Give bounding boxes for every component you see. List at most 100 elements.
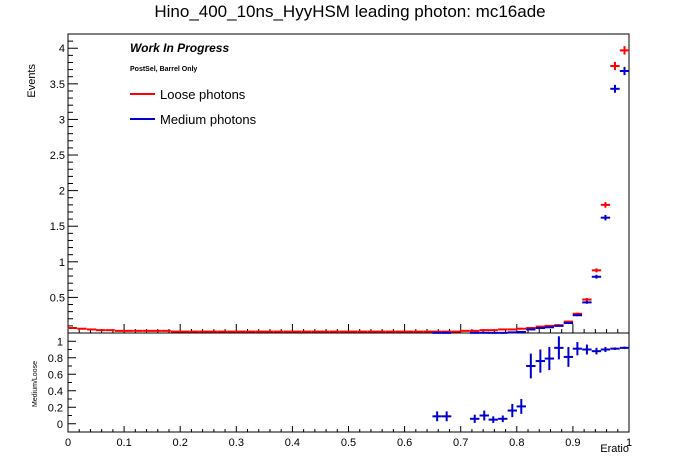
loose-point [600,201,611,208]
ratio-axis-label: Medium/Loose [32,361,39,407]
ratio-axis-ticks: 0 0.2 0.4 0.6 0.8 1 [48,332,76,431]
ratio-point [563,347,574,367]
x-tick-label: 0.2 [173,437,188,449]
legend-label-loose: Loose photons [160,87,246,102]
loose-point [105,329,115,332]
loose-point [385,330,396,333]
series-loose-photons [67,46,630,333]
ratio-point [544,347,555,371]
medium-point [563,322,574,325]
loose-point [329,330,340,333]
ratio-point [432,411,442,422]
selection-annotation: PostSel, Barrel Only [130,66,197,73]
x-tick-label: 0.7 [453,437,468,449]
y-tick-label: 4 [59,43,65,55]
loose-point [423,330,433,333]
loose-point [180,330,190,333]
medium-point [582,300,592,304]
loose-point [86,328,97,331]
y-tick-label: 0.5 [50,292,65,304]
loose-point [114,329,125,332]
ratio-point [479,410,489,421]
x-tick-label: 1 [626,437,632,449]
loose-point [283,330,293,333]
ratio-tick-label: 0.8 [48,353,63,365]
medium-point [516,331,526,334]
loose-point [255,330,265,333]
x-tick-label: 0.3 [229,437,244,449]
x-tick-label: 0.4 [285,437,300,449]
ratio-point [600,347,611,352]
loose-point [67,327,78,330]
loose-point [376,330,386,333]
x-tick-label: 0.5 [341,437,356,449]
x-axis-label: Eratio [600,443,629,455]
loose-point [498,328,508,331]
loose-point [77,327,87,330]
loose-point [460,329,470,332]
ratio-point [554,336,564,360]
medium-point [591,274,602,279]
chart-title: Hino_400_10ns_HyyHSM leading photon: mc1… [154,2,545,21]
ratio-tick-label: 0.6 [48,369,63,381]
loose-point [488,329,498,332]
loose-point [526,327,536,330]
x-tick-label: 0 [65,437,71,449]
ratio-point [516,399,526,414]
loose-point [441,330,452,333]
loose-point [264,330,274,333]
loose-point [292,330,302,333]
ratio-point [610,347,620,350]
ratio-tick-label: 0.2 [48,402,63,414]
y-tick-label: 1.5 [50,221,65,233]
medium-point [535,327,546,330]
ratio-tick-label: 0.4 [48,386,63,398]
medium-point [619,66,630,76]
ratio-tick-label: 0 [57,419,63,431]
loose-point [432,330,442,333]
ratio-frame [67,332,630,433]
loose-point [142,329,153,332]
x-axis-ticks: 0 0.1 0.2 0.3 0.4 0.5 0.6 0.7 0.8 0.9 1 [65,324,632,449]
loose-point [208,330,218,333]
loose-point [189,330,199,333]
loose-point [227,330,237,333]
ratio-point [507,403,517,418]
loose-point [217,330,227,333]
ratio-point [535,349,546,373]
loose-point [171,330,181,333]
medium-point [554,324,564,327]
x-tick-label: 0.1 [116,437,131,449]
legend: Loose photons Medium photons [130,87,257,127]
loose-point [610,61,620,71]
loose-point [451,330,461,333]
loose-point [367,330,377,333]
loose-point [404,330,414,333]
loose-point [123,329,134,332]
y-tick-label: 3.5 [50,79,65,91]
x-tick-label: 0.8 [509,437,524,449]
medium-point [544,326,555,329]
ratio-point [498,415,508,423]
medium-point [572,314,583,317]
ratio-point [488,416,498,423]
loose-point [199,330,209,333]
ratio-point [591,347,602,355]
loose-point [245,330,256,333]
ratio-point [441,411,452,422]
loose-point [273,330,284,333]
loose-point [470,329,480,332]
y-axis-label: Events [26,64,38,98]
loose-point [95,329,106,332]
medium-point [600,214,611,221]
loose-point [236,330,246,333]
status-annotation: Work In Progress [130,41,229,55]
loose-point [133,329,143,332]
y-tick-label: 2.5 [50,150,65,162]
loose-point [516,327,526,330]
ratio-tick-label: 1 [57,336,63,348]
loose-point [348,330,358,333]
loose-point [582,298,592,302]
loose-point [507,328,517,331]
